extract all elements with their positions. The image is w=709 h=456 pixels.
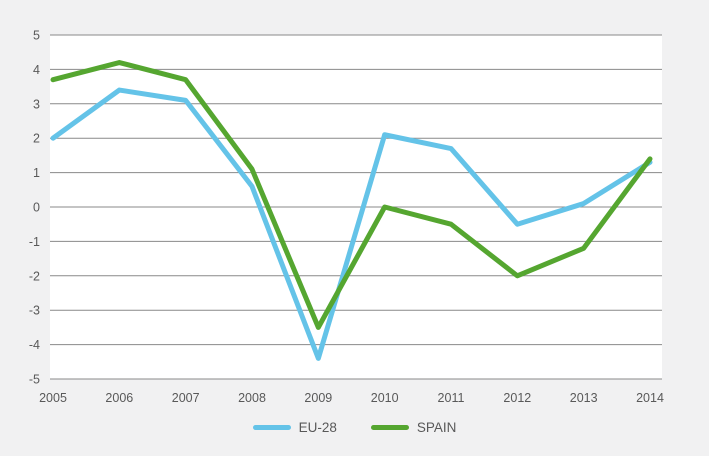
x-axis-tick-label: 2007 [172, 391, 200, 405]
x-axis-tick-label: 2008 [238, 391, 266, 405]
x-axis-tick-label: 2014 [636, 391, 664, 405]
x-axis-tick-label: 2005 [39, 391, 67, 405]
eu28-line-swatch [252, 425, 291, 430]
series-line-eu-28 [50, 87, 653, 361]
y-axis-tick-label: 4 [33, 63, 40, 77]
series-line-spain [50, 60, 653, 330]
y-axis-tick-label: 2 [33, 132, 40, 146]
x-axis-tick-label: 2013 [570, 391, 598, 405]
spain-line-swatch [370, 425, 409, 430]
y-axis-tick-label: -5 [29, 373, 40, 387]
y-axis-tick-label: -3 [29, 304, 40, 318]
y-axis-tick-label: 3 [33, 97, 40, 111]
legend-label-eu28: EU-28 [298, 420, 337, 435]
y-axis-tick-label: 1 [33, 166, 40, 180]
legend: EU-28 SPAIN [0, 419, 709, 436]
x-axis-tick-label: 2010 [371, 391, 399, 405]
x-axis-tick-label: 2012 [503, 391, 531, 405]
y-axis-tick-label: 0 [33, 201, 40, 215]
x-axis-tick-label: 2009 [304, 391, 332, 405]
y-axis-tick-label: -2 [29, 269, 40, 283]
y-axis-tick-label: -4 [29, 338, 40, 352]
y-axis-tick-label: -1 [29, 235, 40, 249]
legend-item-eu28: EU-28 [252, 419, 337, 436]
legend-item-spain: SPAIN [370, 419, 457, 436]
legend-label-spain: SPAIN [416, 420, 457, 435]
x-axis-tick-label: 2006 [105, 391, 133, 405]
y-axis-tick-label: 5 [33, 29, 40, 43]
x-axis-tick-label: 2011 [438, 391, 465, 405]
